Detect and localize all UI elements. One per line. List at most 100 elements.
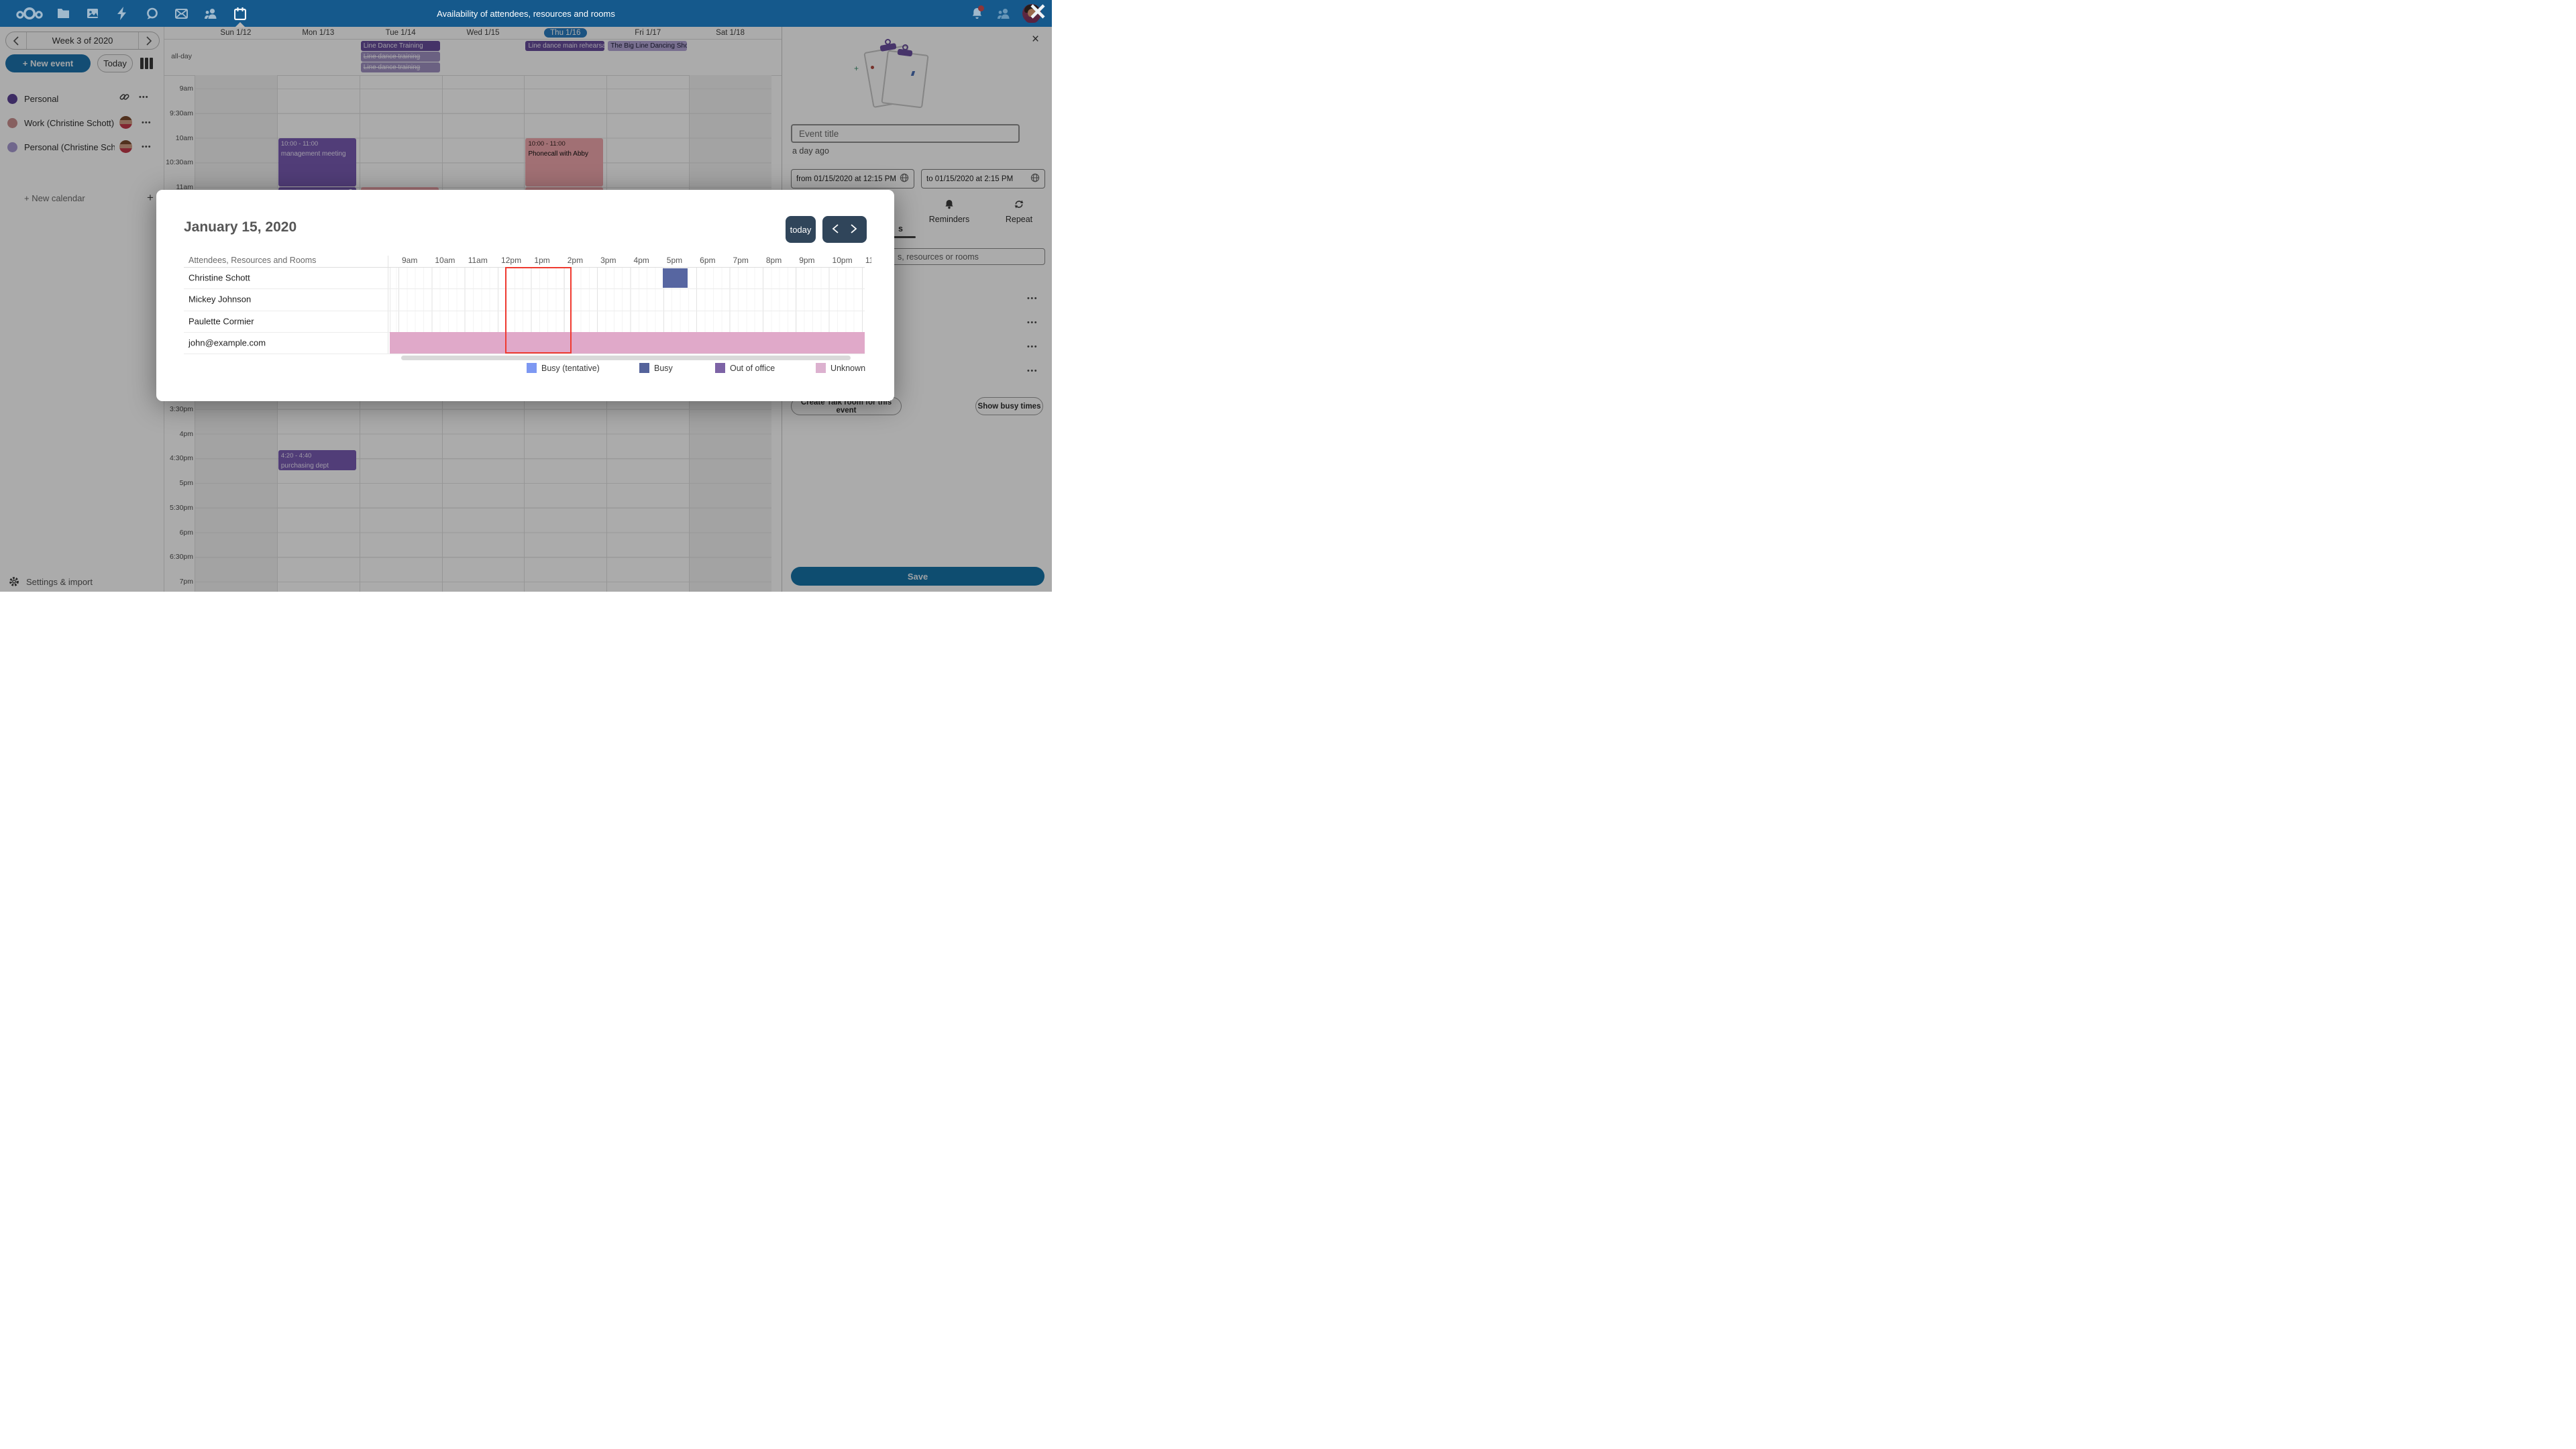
event-title: Phonecall with Abby xyxy=(528,150,588,158)
modal-prev-next-buttons[interactable] xyxy=(822,216,867,243)
contacts-icon[interactable] xyxy=(202,5,219,22)
allday-event[interactable]: The Big Line Dancing Show xyxy=(608,41,688,51)
allday-event[interactable]: Line Dance Training xyxy=(360,41,440,51)
settings-and-import[interactable]: Settings & import xyxy=(0,572,164,592)
previous-week-button[interactable] xyxy=(6,32,26,49)
hour-label: 1pm xyxy=(534,256,550,265)
legend-item: Busy (tentative) xyxy=(527,363,600,373)
calendar-color-dot xyxy=(7,117,17,128)
timezone-globe-icon[interactable] xyxy=(900,173,909,184)
calendar-name: Personal xyxy=(24,93,59,104)
event-title-input[interactable] xyxy=(791,124,1020,143)
timezone-globe-icon[interactable] xyxy=(1030,173,1040,184)
avatar[interactable] xyxy=(1022,4,1045,23)
notifications-bell-icon[interactable] xyxy=(968,5,985,22)
nextcloud-logo[interactable] xyxy=(15,5,44,22)
allday-event[interactable]: Line dance training xyxy=(360,62,440,72)
allday-event[interactable]: Line dance main rehearsal xyxy=(525,41,605,51)
calendar-more-icon[interactable]: ••• xyxy=(142,142,152,151)
legend-swatch xyxy=(816,363,826,373)
day-header[interactable]: Fri 1/17 xyxy=(635,29,661,37)
legend-swatch xyxy=(639,363,649,373)
files-icon[interactable] xyxy=(54,5,72,22)
allday-event[interactable]: Line dance training xyxy=(360,52,440,62)
attendee-name: Christine Schott xyxy=(189,272,250,283)
timeline-scrollbar[interactable] xyxy=(401,356,851,360)
attendees-column-header: Attendees, Resources and Rooms xyxy=(189,256,317,265)
page-title: Availability of attendees, resources and… xyxy=(437,8,615,19)
legend-label: Out of office xyxy=(730,363,775,373)
timed-event[interactable]: 10:00 - 11:00 Phonecall with Abby xyxy=(525,138,604,186)
tab-reminders[interactable]: Reminders xyxy=(919,199,979,224)
calendar-more-icon[interactable]: ••• xyxy=(142,118,152,127)
hour-label: 11pm xyxy=(865,256,871,265)
time-gutter-label: 5pm xyxy=(179,479,193,487)
hour-label: 10pm xyxy=(832,256,853,265)
tab-attendees-partial[interactable]: s xyxy=(898,224,903,233)
time-gutter-label: 7pm xyxy=(179,578,193,586)
hour-label: 2pm xyxy=(567,256,584,265)
week-label[interactable]: Week 3 of 2020 xyxy=(26,32,139,49)
day-header[interactable]: Sun 1/12 xyxy=(220,29,252,37)
today-button[interactable]: Today xyxy=(97,54,133,72)
new-calendar-item[interactable]: + New calendar + xyxy=(24,191,154,204)
calendar-icon[interactable] xyxy=(231,5,249,22)
end-date-field[interactable]: to 01/15/2020 at 2:15 PM xyxy=(921,169,1045,189)
attendee-row-more-icon[interactable]: ••• xyxy=(1027,343,1038,351)
day-header[interactable]: Mon 1/13 xyxy=(302,29,335,37)
app-sidebar: Week 3 of 2020 + New event Today Persona… xyxy=(0,27,164,592)
calendar-owner-avatar xyxy=(119,116,132,129)
day-header[interactable]: Sat 1/18 xyxy=(716,29,745,37)
attendee-row-more-icon[interactable]: ••• xyxy=(1027,367,1038,375)
hour-label: 7pm xyxy=(733,256,749,265)
timeline-hours: 9am 10am 11am 12pm 1pm 2pm 3pm 4pm 5pm 6pm 7pm 8pm 9… xyxy=(156,254,871,266)
modal-today-button[interactable]: today xyxy=(786,216,816,243)
top-bar: Availability of attendees, resources and… xyxy=(0,0,1052,28)
contacts-menu-icon[interactable] xyxy=(995,5,1012,22)
attendee-row-more-icon[interactable]: ••• xyxy=(1027,294,1038,303)
day-header[interactable]: Thu 1/16 xyxy=(524,27,606,39)
header-separator xyxy=(164,39,782,40)
close-icon[interactable]: × xyxy=(1032,32,1040,46)
calendar-list-item[interactable]: Work (Christine Schott) ••• xyxy=(0,111,164,135)
time-gutter-label: 6:30pm xyxy=(169,553,193,561)
active-app-pointer xyxy=(235,22,246,28)
tab-repeat[interactable]: Repeat xyxy=(989,199,1049,224)
close-x-icon xyxy=(1030,4,1045,19)
week-switcher[interactable]: Week 3 of 2020 xyxy=(5,32,160,50)
calendar-list-item[interactable]: Personal ••• xyxy=(0,87,164,111)
attendee-name: Paulette Cormier xyxy=(189,316,254,327)
calendar-color-dot xyxy=(7,142,17,152)
week-view-toggle-icon[interactable] xyxy=(140,58,153,69)
day-header[interactable]: Wed 1/15 xyxy=(466,29,500,37)
photos-icon[interactable] xyxy=(84,5,101,22)
new-event-button[interactable]: + New event xyxy=(5,54,91,72)
selection-rectangle[interactable] xyxy=(505,267,572,354)
legend-swatch xyxy=(715,363,725,373)
settings-label: Settings & import xyxy=(26,576,93,587)
calendar-more-icon[interactable]: ••• xyxy=(139,93,149,101)
day-header[interactable]: Tue 1/14 xyxy=(385,29,416,37)
next-week-button[interactable] xyxy=(139,32,159,49)
start-date-field[interactable]: from 01/15/2020 at 12:15 PM xyxy=(791,169,914,189)
show-busy-times-button[interactable]: Show busy times xyxy=(975,397,1043,415)
calendar-color-dot xyxy=(7,93,17,104)
calendar-list-item[interactable]: Personal (Christine Scho… ••• xyxy=(0,135,164,159)
timed-event[interactable]: 4:20 - 4:40 purchasing dept xyxy=(278,449,356,470)
hour-label: 5pm xyxy=(666,256,683,265)
mail-icon[interactable] xyxy=(172,5,190,22)
attendee-search-input[interactable] xyxy=(890,248,1045,265)
bell-icon xyxy=(945,200,953,209)
time-gutter-label: 3:30pm xyxy=(169,405,193,413)
activity-icon[interactable] xyxy=(113,5,131,22)
share-link-icon[interactable] xyxy=(119,92,129,102)
talk-icon[interactable] xyxy=(143,5,160,22)
event-title: purchasing dept xyxy=(280,462,329,470)
timed-event[interactable]: 10:00 - 11:00 management meeting xyxy=(278,138,356,186)
time-gutter-label: 9:30am xyxy=(169,109,193,117)
event-time: 10:00 - 11:00 xyxy=(528,140,566,148)
end-date-value: to 01/15/2020 at 2:15 PM xyxy=(926,174,1014,183)
save-button[interactable]: Save xyxy=(791,567,1044,586)
attendee-row-more-icon[interactable]: ••• xyxy=(1027,319,1038,327)
attendee-name: john@example.com xyxy=(189,337,266,348)
